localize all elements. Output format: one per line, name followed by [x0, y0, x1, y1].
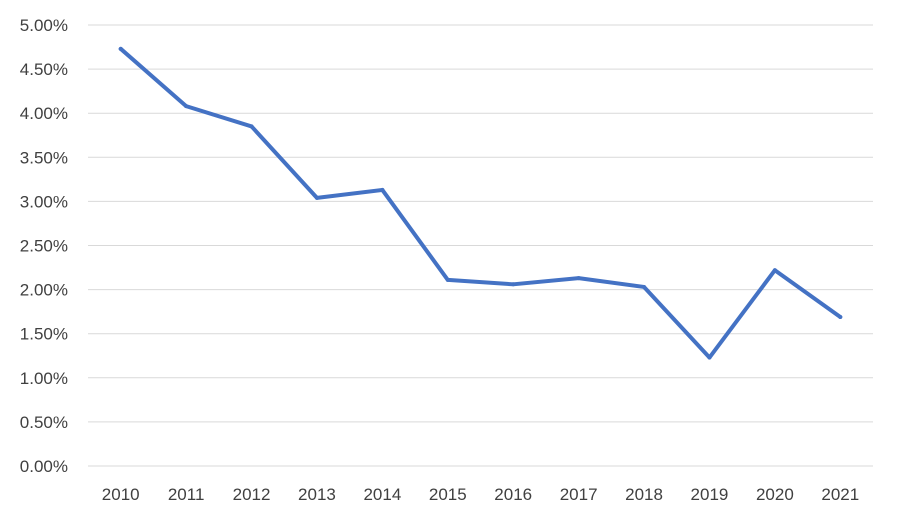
x-tick-label: 2018 — [625, 485, 663, 504]
x-tick-label: 2010 — [102, 485, 140, 504]
y-tick-label: 1.00% — [20, 369, 68, 388]
x-tick-label: 2012 — [233, 485, 271, 504]
data-point — [249, 124, 254, 129]
x-tick-label: 2020 — [756, 485, 794, 504]
x-tick-label: 2019 — [691, 485, 729, 504]
data-point — [707, 355, 712, 360]
series-line — [118, 46, 843, 360]
y-tick-label: 5.00% — [20, 16, 68, 35]
x-axis: 2010 2011 2012 2013 2014 2015 2016 2017 2018 2019… — [102, 485, 859, 504]
y-tick-label: 0.00% — [20, 457, 68, 476]
y-tick-label: 4.00% — [20, 104, 68, 123]
data-point — [314, 195, 319, 200]
y-tick-label: 0.50% — [20, 413, 68, 432]
data-point — [380, 187, 385, 192]
data-point — [118, 46, 123, 51]
data-point — [511, 282, 516, 287]
y-axis: 0.00% 0.50% 1.00% 1.50% 2.00% 2.50% 3.00% 3.50%… — [20, 16, 68, 476]
gridlines — [88, 24, 873, 467]
x-tick-label: 2013 — [298, 485, 336, 504]
y-tick-label: 3.00% — [20, 192, 68, 211]
y-tick-label: 3.50% — [20, 148, 68, 167]
data-point — [772, 268, 777, 273]
x-tick-label: 2016 — [494, 485, 532, 504]
y-tick-label: 1.50% — [20, 325, 68, 344]
data-point — [184, 104, 189, 109]
x-tick-label: 2017 — [560, 485, 598, 504]
data-point — [838, 314, 843, 319]
data-point — [642, 284, 647, 289]
x-tick-label: 2011 — [168, 485, 205, 504]
x-tick-label: 2015 — [429, 485, 467, 504]
x-tick-label: 2014 — [363, 485, 401, 504]
x-tick-label: 2021 — [821, 485, 859, 504]
data-point — [445, 277, 450, 282]
y-tick-label: 2.00% — [20, 281, 68, 300]
series-layer — [118, 46, 843, 360]
y-tick-label: 4.50% — [20, 60, 68, 79]
data-point — [576, 276, 581, 281]
y-tick-label: 2.50% — [20, 237, 68, 256]
